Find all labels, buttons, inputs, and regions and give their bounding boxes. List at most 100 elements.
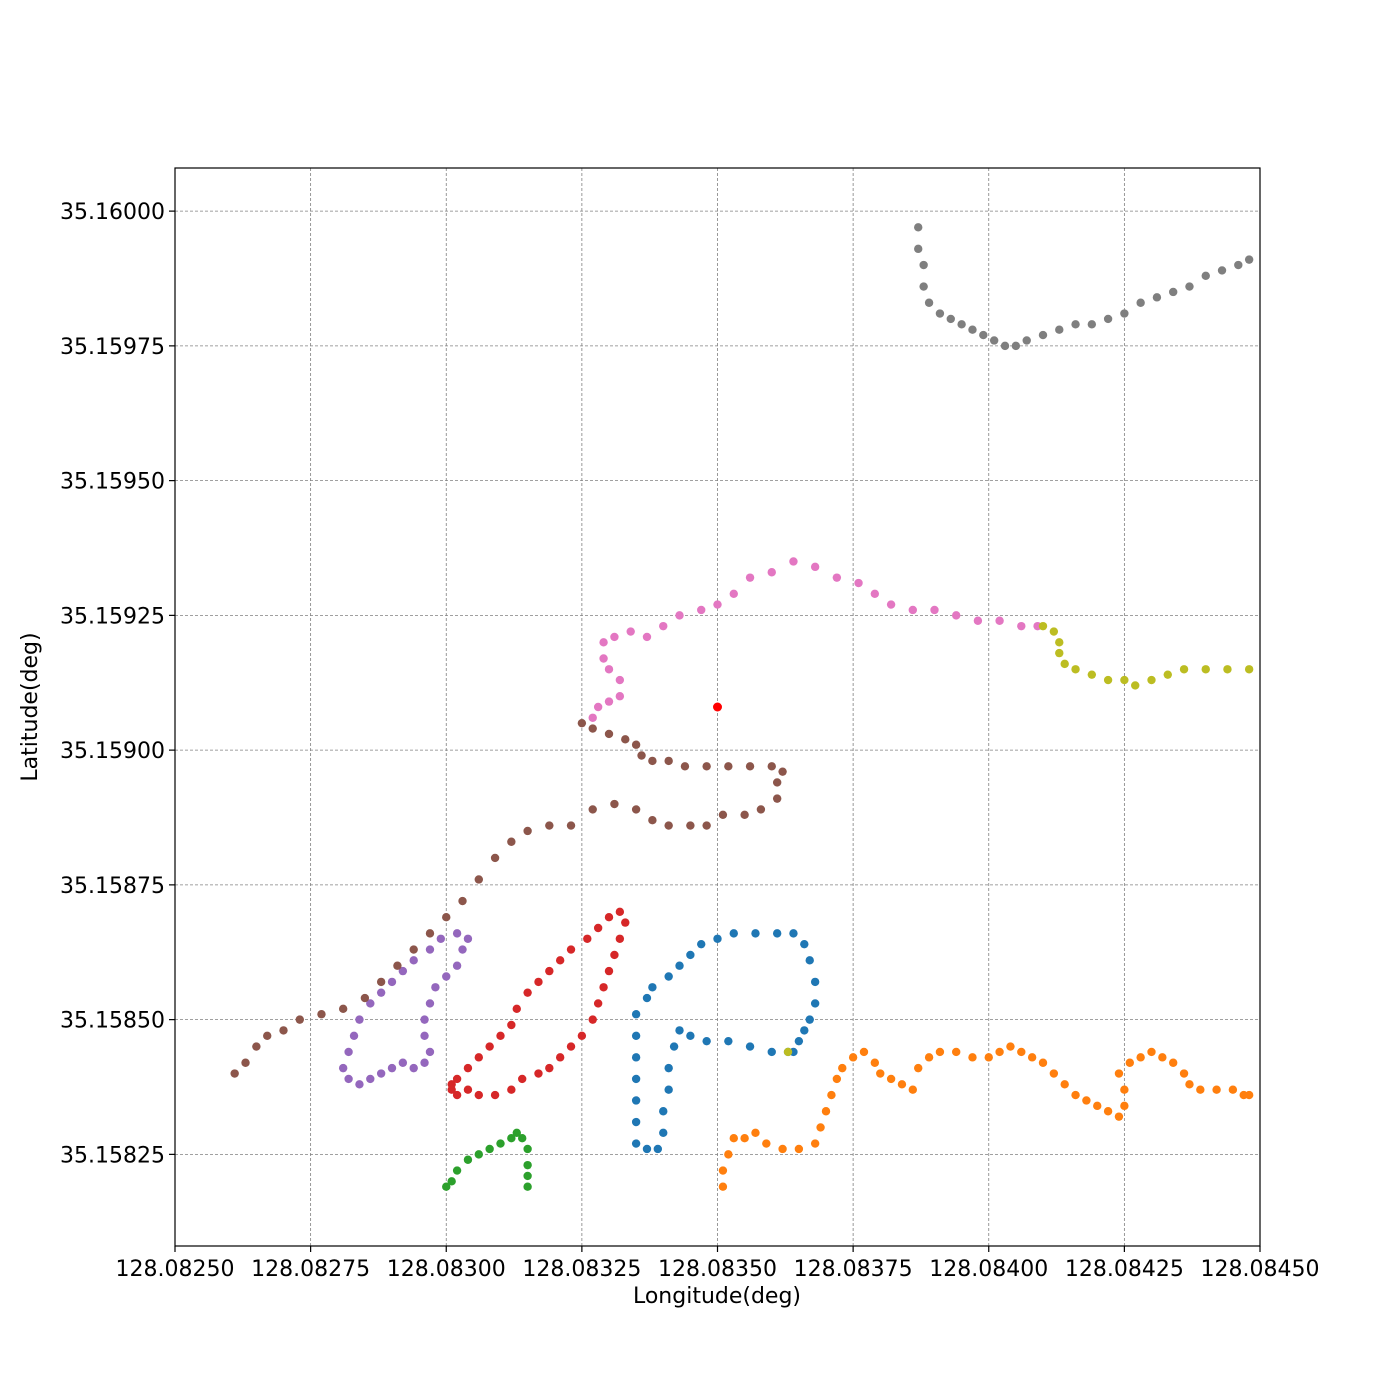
- data-point: [637, 751, 646, 760]
- data-point: [507, 1134, 516, 1143]
- data-point: [463, 1155, 473, 1164]
- data-point: [1136, 298, 1145, 307]
- data-point: [496, 1031, 505, 1040]
- data-point: [610, 632, 619, 642]
- data-point: [376, 1069, 386, 1078]
- data-point: [1158, 1053, 1167, 1062]
- data-point: [745, 573, 755, 582]
- data-point: [1120, 675, 1129, 685]
- data-point: [279, 1026, 288, 1035]
- x-tick-label: 128.08450: [1201, 1257, 1320, 1282]
- data-point: [778, 1144, 787, 1154]
- series-8-points: [914, 223, 1254, 351]
- series-4-points: [447, 907, 630, 1100]
- series-1-points: [631, 929, 820, 1154]
- data-point: [751, 1128, 760, 1138]
- data-point: [1223, 665, 1232, 674]
- data-point: [1038, 1058, 1048, 1067]
- data-point: [604, 966, 614, 976]
- data-point: [496, 1139, 505, 1148]
- data-point: [376, 988, 386, 997]
- data-point: [805, 956, 814, 965]
- data-point: [897, 1080, 907, 1089]
- data-point: [1017, 621, 1026, 631]
- data-point: [583, 934, 592, 943]
- data-point: [1163, 670, 1172, 679]
- data-point: [593, 923, 603, 933]
- data-point: [349, 1031, 359, 1040]
- data-point: [1228, 1085, 1238, 1094]
- data-point: [1201, 271, 1210, 280]
- data-point: [507, 837, 516, 846]
- data-point: [702, 821, 711, 830]
- data-point: [452, 961, 462, 970]
- data-point: [545, 1063, 554, 1073]
- data-point: [555, 956, 565, 965]
- data-point: [1147, 675, 1156, 685]
- data-point: [767, 1047, 776, 1057]
- data-point: [355, 1015, 364, 1024]
- data-point: [398, 966, 408, 976]
- data-point: [995, 1047, 1004, 1057]
- data-point: [1212, 1085, 1221, 1094]
- data-point: [409, 945, 418, 954]
- data-point: [604, 729, 614, 739]
- data-point: [919, 260, 928, 270]
- data-point: [588, 1015, 597, 1024]
- data-point: [420, 1058, 429, 1067]
- data-point: [631, 1096, 641, 1105]
- data-point: [1071, 665, 1080, 674]
- data-point: [648, 756, 657, 766]
- data-point: [642, 632, 652, 642]
- data-point: [914, 1063, 923, 1073]
- data-point: [523, 1160, 532, 1170]
- data-point: [924, 1053, 934, 1062]
- data-point: [1136, 1053, 1145, 1062]
- data-point: [1055, 325, 1064, 334]
- data-point: [263, 1031, 272, 1040]
- data-point: [452, 929, 462, 938]
- data-point: [566, 945, 576, 954]
- data-point: [615, 692, 625, 701]
- data-point: [518, 1134, 527, 1143]
- data-point: [1120, 1085, 1129, 1094]
- data-point: [968, 1053, 977, 1062]
- data-point: [995, 616, 1004, 625]
- data-point: [366, 1074, 375, 1084]
- data-point: [1103, 314, 1113, 324]
- data-point: [724, 762, 733, 771]
- y-tick-label: 35.16000: [60, 200, 165, 225]
- data-point: [241, 1058, 250, 1067]
- data-point: [675, 961, 684, 970]
- data-point: [474, 1090, 483, 1100]
- data-point: [344, 1074, 353, 1084]
- data-point: [442, 1182, 451, 1191]
- data-point: [420, 1031, 429, 1040]
- data-point: [338, 1004, 348, 1014]
- data-point: [686, 1031, 695, 1040]
- data-point: [1022, 336, 1031, 345]
- data-point: [653, 1144, 663, 1154]
- data-point: [870, 589, 880, 599]
- data-point: [631, 1053, 641, 1062]
- data-point: [914, 223, 923, 232]
- data-point: [610, 950, 619, 960]
- data-point: [1169, 287, 1178, 297]
- data-point: [599, 983, 608, 992]
- reference-point: [713, 702, 722, 712]
- data-point: [664, 756, 673, 766]
- data-point: [718, 810, 728, 819]
- data-point: [1060, 659, 1069, 669]
- data-point: [979, 330, 988, 340]
- data-point: [610, 799, 619, 809]
- data-point: [523, 1144, 532, 1154]
- data-point: [355, 1080, 364, 1089]
- data-point: [724, 1150, 733, 1159]
- data-point: [729, 929, 738, 938]
- data-point: [588, 713, 597, 722]
- data-point: [387, 1063, 397, 1073]
- data-point: [512, 1128, 521, 1138]
- x-tick-label: 128.08275: [251, 1257, 370, 1282]
- data-point: [838, 1063, 847, 1073]
- data-point: [718, 1166, 728, 1175]
